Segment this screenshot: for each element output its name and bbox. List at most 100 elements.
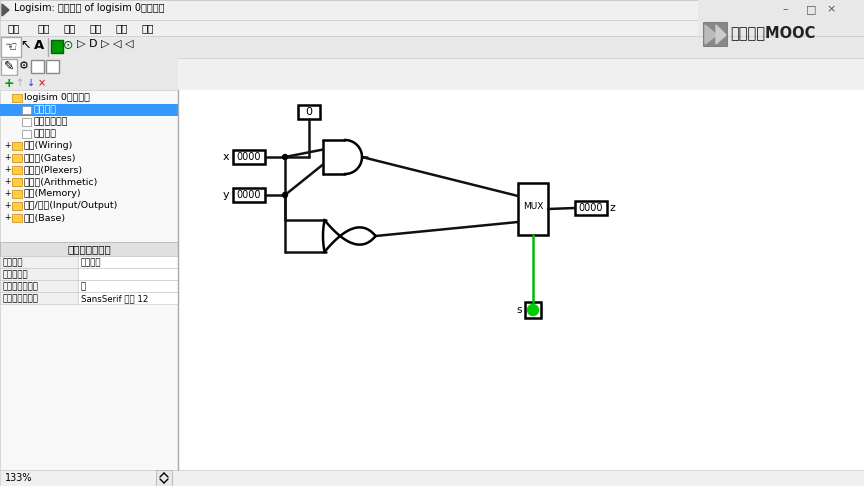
Text: 0000: 0000 (236, 152, 261, 162)
Bar (156, 470, 172, 486)
Text: 0000: 0000 (578, 203, 602, 213)
Text: +: + (4, 141, 10, 150)
Bar (78, 280, 178, 292)
Text: 东: 东 (81, 282, 86, 291)
Text: +: + (4, 213, 10, 222)
Text: 线路(Wiring): 线路(Wiring) (24, 141, 73, 150)
Bar (518, 183, 548, 235)
Text: 共享的标签朝向: 共享的标签朝向 (3, 282, 39, 291)
Text: 从零开始: 从零开始 (34, 105, 57, 114)
Text: 不同颜色线线: 不同颜色线线 (34, 117, 68, 126)
Bar (0, 256, 78, 268)
Text: 帮助: 帮助 (142, 23, 155, 33)
Text: +: + (4, 165, 10, 174)
Circle shape (283, 155, 288, 159)
Text: ×: × (826, 4, 835, 14)
Bar (1, 59, 17, 75)
Bar (0, 76, 178, 90)
Bar (703, 22, 727, 46)
Text: 文件: 文件 (8, 23, 21, 33)
Text: Logisim: 从零开始 of logisim 0基础入门: Logisim: 从零开始 of logisim 0基础入门 (14, 3, 164, 13)
Text: 从零开始: 从零开始 (81, 258, 101, 267)
Text: 0: 0 (306, 107, 313, 117)
Text: 存储(Memory): 存储(Memory) (24, 189, 81, 198)
Bar (12, 154, 22, 162)
Text: 运算器(Arithmetic): 运算器(Arithmetic) (24, 177, 98, 186)
Bar (31, 60, 44, 73)
Text: 中国大学MOOC: 中国大学MOOC (730, 25, 816, 40)
Bar (12, 178, 22, 186)
Text: 电路：从零开始: 电路：从零开始 (67, 244, 111, 254)
Bar (0, 90, 178, 470)
Bar (0, 470, 864, 486)
Text: y: y (223, 190, 230, 200)
Text: 逻辑门(Gates): 逻辑门(Gates) (24, 153, 77, 162)
Bar (0, 104, 178, 116)
Bar (78, 268, 178, 280)
Bar (12, 190, 22, 198)
Text: ▷: ▷ (101, 39, 109, 49)
Text: ×: × (38, 78, 46, 88)
Text: 项目: 项目 (64, 23, 77, 33)
Bar (22, 118, 31, 126)
Bar (51, 40, 63, 53)
Bar (22, 130, 31, 138)
Text: ↓: ↓ (27, 78, 35, 88)
Text: +: + (4, 153, 10, 162)
Bar (575, 201, 607, 215)
Bar (0, 292, 78, 304)
Bar (233, 150, 265, 164)
Text: 电路名称: 电路名称 (3, 258, 23, 267)
Polygon shape (716, 25, 726, 44)
Text: s: s (516, 305, 522, 315)
Bar (698, 0, 864, 36)
Bar (0, 242, 178, 256)
Text: 共享的标签字体: 共享的标签字体 (3, 294, 39, 303)
Bar (12, 214, 22, 222)
Bar (0, 280, 78, 292)
Text: +: + (4, 77, 15, 90)
Text: ◁: ◁ (124, 39, 133, 49)
Text: 复用器(Plexers): 复用器(Plexers) (24, 165, 83, 174)
Bar (525, 302, 541, 318)
Bar (46, 60, 59, 73)
Text: 基本(Base): 基本(Base) (24, 213, 67, 222)
Text: –: – (782, 4, 788, 14)
Bar (78, 256, 178, 268)
Bar (12, 166, 22, 174)
Bar (298, 105, 320, 119)
Text: ▷: ▷ (77, 39, 86, 49)
Bar (78, 292, 178, 304)
Bar (12, 142, 22, 150)
Text: □: □ (806, 4, 816, 14)
Text: ◁: ◁ (112, 39, 121, 49)
Text: 窗口: 窗口 (116, 23, 129, 33)
Text: +: + (4, 201, 10, 210)
Text: ⚙: ⚙ (19, 61, 29, 71)
Text: z: z (610, 203, 616, 213)
Polygon shape (2, 4, 9, 16)
Text: ✎: ✎ (3, 60, 14, 73)
Text: 测试电路: 测试电路 (34, 129, 57, 138)
Text: 编辑: 编辑 (38, 23, 50, 33)
Bar (0, 58, 178, 76)
Text: 共享的标签: 共享的标签 (3, 270, 29, 279)
Polygon shape (705, 25, 717, 44)
Text: SansSerif 标准 12: SansSerif 标准 12 (81, 294, 149, 303)
Text: 0000: 0000 (236, 190, 261, 200)
Text: x: x (223, 152, 230, 162)
Text: logisim 0基础入门: logisim 0基础入门 (24, 93, 90, 102)
Text: ⊙: ⊙ (63, 39, 73, 52)
Text: ↑: ↑ (16, 78, 24, 88)
Text: MUX: MUX (523, 202, 543, 210)
Text: +: + (4, 189, 10, 198)
Bar (178, 90, 864, 470)
Bar (12, 94, 22, 102)
Bar (0, 36, 864, 58)
Text: ↖: ↖ (21, 39, 31, 52)
Text: A: A (34, 39, 44, 52)
Text: ☜: ☜ (4, 39, 17, 53)
Text: 模拟: 模拟 (90, 23, 103, 33)
Text: 输入/输出(Input/Output): 输入/输出(Input/Output) (24, 201, 118, 210)
Text: +: + (4, 177, 10, 186)
